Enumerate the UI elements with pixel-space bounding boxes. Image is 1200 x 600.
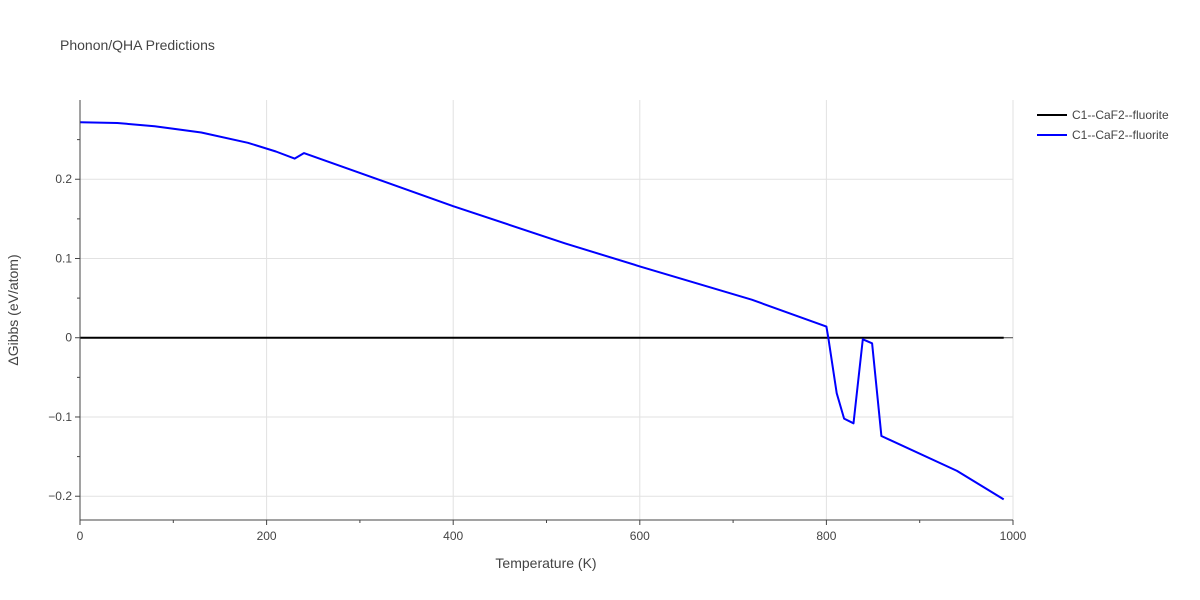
y-tick-label: 0 xyxy=(65,331,72,345)
y-tick-label: 0.1 xyxy=(55,251,72,265)
y-tick-label: −0.1 xyxy=(48,410,72,424)
plot-area[interactable] xyxy=(79,121,1005,501)
axes: 0 200 400 600 800 1000 −0.2 −0.1 0 0.1 0.2 xyxy=(48,100,1027,543)
x-tick-label: 0 xyxy=(77,529,84,543)
chart-title: Phonon/QHA Predictions xyxy=(60,37,215,53)
x-tick-label: 800 xyxy=(816,529,836,543)
legend-item[interactable]: C1--CaF2--fluorite xyxy=(1037,128,1169,142)
x-tick-label: 400 xyxy=(443,529,463,543)
x-tick-label: 1000 xyxy=(1000,529,1027,543)
series-line-2[interactable] xyxy=(79,121,1005,501)
legend-label: C1--CaF2--fluorite xyxy=(1072,108,1169,122)
legend[interactable]: C1--CaF2--fluorite C1--CaF2--fluorite xyxy=(1037,108,1169,142)
grid xyxy=(80,100,1014,520)
y-axis-title: ΔGibbs (eV/atom) xyxy=(5,254,21,365)
legend-label: C1--CaF2--fluorite xyxy=(1072,128,1169,142)
x-axis-title: Temperature (K) xyxy=(495,555,596,571)
legend-item[interactable]: C1--CaF2--fluorite xyxy=(1037,108,1169,122)
y-tick-label: 0.2 xyxy=(55,172,72,186)
x-tick-label: 600 xyxy=(630,529,650,543)
y-tick-label: −0.2 xyxy=(48,489,72,503)
x-tick-label: 200 xyxy=(257,529,277,543)
